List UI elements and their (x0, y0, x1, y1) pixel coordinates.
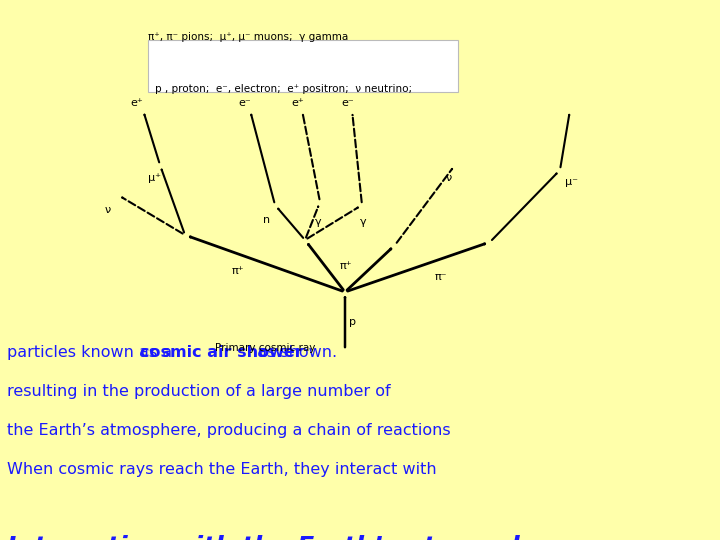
Text: Primary cosmic ray: Primary cosmic ray (215, 343, 315, 353)
Text: particles known as a: particles known as a (7, 345, 177, 360)
Text: π⁺: π⁺ (232, 266, 245, 276)
Text: Interaction with the Earth’s atmosphere: Interaction with the Earth’s atmosphere (7, 535, 575, 540)
FancyBboxPatch shape (148, 40, 458, 92)
Text: ν: ν (446, 173, 452, 183)
Text: γ: γ (360, 217, 366, 227)
Text: p: p (349, 317, 356, 327)
Text: π⁺: π⁺ (340, 261, 353, 271)
Text: e⁺: e⁺ (291, 98, 304, 108)
Text: n: n (263, 215, 270, 225)
Text: π⁺, π⁻ pions;  μ⁺, μ⁻ muons;  γ gamma: π⁺, π⁻ pions; μ⁺, μ⁻ muons; γ gamma (148, 32, 348, 42)
Text: resulting in the production of a large number of: resulting in the production of a large n… (7, 384, 391, 399)
Text: μ⁺: μ⁺ (148, 173, 161, 183)
Text: cosmic air shower: cosmic air shower (140, 345, 302, 360)
Text: μ⁻: μ⁻ (565, 177, 578, 187)
Text: e⁻: e⁻ (341, 98, 354, 108)
Text: as shown.: as shown. (252, 345, 337, 360)
Text: γ: γ (315, 217, 322, 227)
Text: e⁺: e⁺ (130, 98, 143, 108)
Text: When cosmic rays reach the Earth, they interact with: When cosmic rays reach the Earth, they i… (7, 462, 437, 477)
Text: the Earth’s atmosphere, producing a chain of reactions: the Earth’s atmosphere, producing a chai… (7, 423, 451, 438)
Text: ν: ν (105, 205, 112, 215)
Text: e⁻: e⁻ (238, 98, 251, 108)
Text: p , proton;  e⁻, electron;  e⁺ positron;  ν neutrino;: p , proton; e⁻, electron; e⁺ positron; ν… (155, 84, 412, 94)
Text: π⁻: π⁻ (435, 272, 448, 282)
